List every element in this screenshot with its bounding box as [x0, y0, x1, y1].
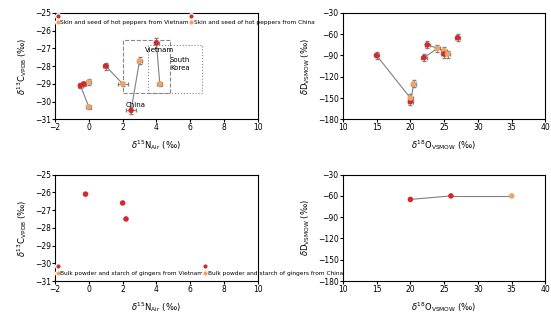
- X-axis label: $\delta^{18}$O$_\mathregular{VSMOW}$ (‰): $\delta^{18}$O$_\mathregular{VSMOW}$ (‰): [412, 138, 477, 152]
- Point: [440, 51, 449, 57]
- Point: [406, 197, 415, 202]
- X-axis label: $\delta^{15}$N$_\mathregular{Air}$ (‰): $\delta^{15}$N$_\mathregular{Air}$ (‰): [132, 300, 181, 314]
- Text: Vietnam: Vietnam: [144, 47, 174, 53]
- Point: [101, 64, 110, 69]
- Point: [84, 79, 93, 85]
- Point: [81, 192, 90, 197]
- Point: [419, 55, 428, 60]
- Point: [443, 51, 452, 57]
- Point: [507, 193, 516, 199]
- Point: [127, 108, 136, 113]
- Y-axis label: $\delta$D$_\mathregular{VSMOW}$ (‰): $\delta$D$_\mathregular{VSMOW}$ (‰): [300, 199, 312, 256]
- Point: [118, 200, 127, 205]
- Legend: , Skin and seed of hot peppers from Vietnam, , Skin and seed of hot peppers from: , Skin and seed of hot peppers from Viet…: [54, 12, 317, 28]
- Point: [423, 42, 431, 47]
- Text: China: China: [126, 102, 146, 108]
- Point: [155, 81, 164, 87]
- Point: [118, 81, 127, 87]
- Bar: [148, 45, 202, 93]
- Bar: [123, 39, 170, 93]
- Point: [122, 216, 131, 222]
- Point: [84, 104, 93, 109]
- Point: [440, 48, 449, 53]
- Y-axis label: $\delta^{13}$C$_\mathregular{VPDB}$ (‰): $\delta^{13}$C$_\mathregular{VPDB}$ (‰): [15, 37, 29, 95]
- Point: [453, 35, 462, 40]
- Legend: , Bulk powder and starch of gingers from Vietnam, , Bulk powder and starch of gi: , Bulk powder and starch of gingers from…: [54, 262, 345, 278]
- Point: [446, 193, 455, 199]
- X-axis label: $\delta^{15}$N$_\mathregular{Air}$ (‰): $\delta^{15}$N$_\mathregular{Air}$ (‰): [132, 138, 181, 152]
- Y-axis label: $\delta$D$_\mathregular{VSMOW}$ (‰): $\delta$D$_\mathregular{VSMOW}$ (‰): [300, 38, 312, 95]
- Y-axis label: $\delta^{13}$C$_\mathregular{VPDB}$ (‰): $\delta^{13}$C$_\mathregular{VPDB}$ (‰): [15, 199, 29, 256]
- Point: [135, 58, 144, 63]
- Point: [406, 95, 415, 100]
- Text: South
Korea: South Korea: [170, 57, 190, 71]
- Point: [372, 53, 381, 58]
- Point: [152, 40, 161, 46]
- Point: [76, 83, 85, 88]
- Point: [406, 99, 415, 104]
- Point: [433, 46, 442, 51]
- Point: [79, 81, 88, 87]
- X-axis label: $\delta^{18}$O$_\mathregular{VSMOW}$ (‰): $\delta^{18}$O$_\mathregular{VSMOW}$ (‰): [412, 300, 477, 314]
- Point: [409, 81, 418, 87]
